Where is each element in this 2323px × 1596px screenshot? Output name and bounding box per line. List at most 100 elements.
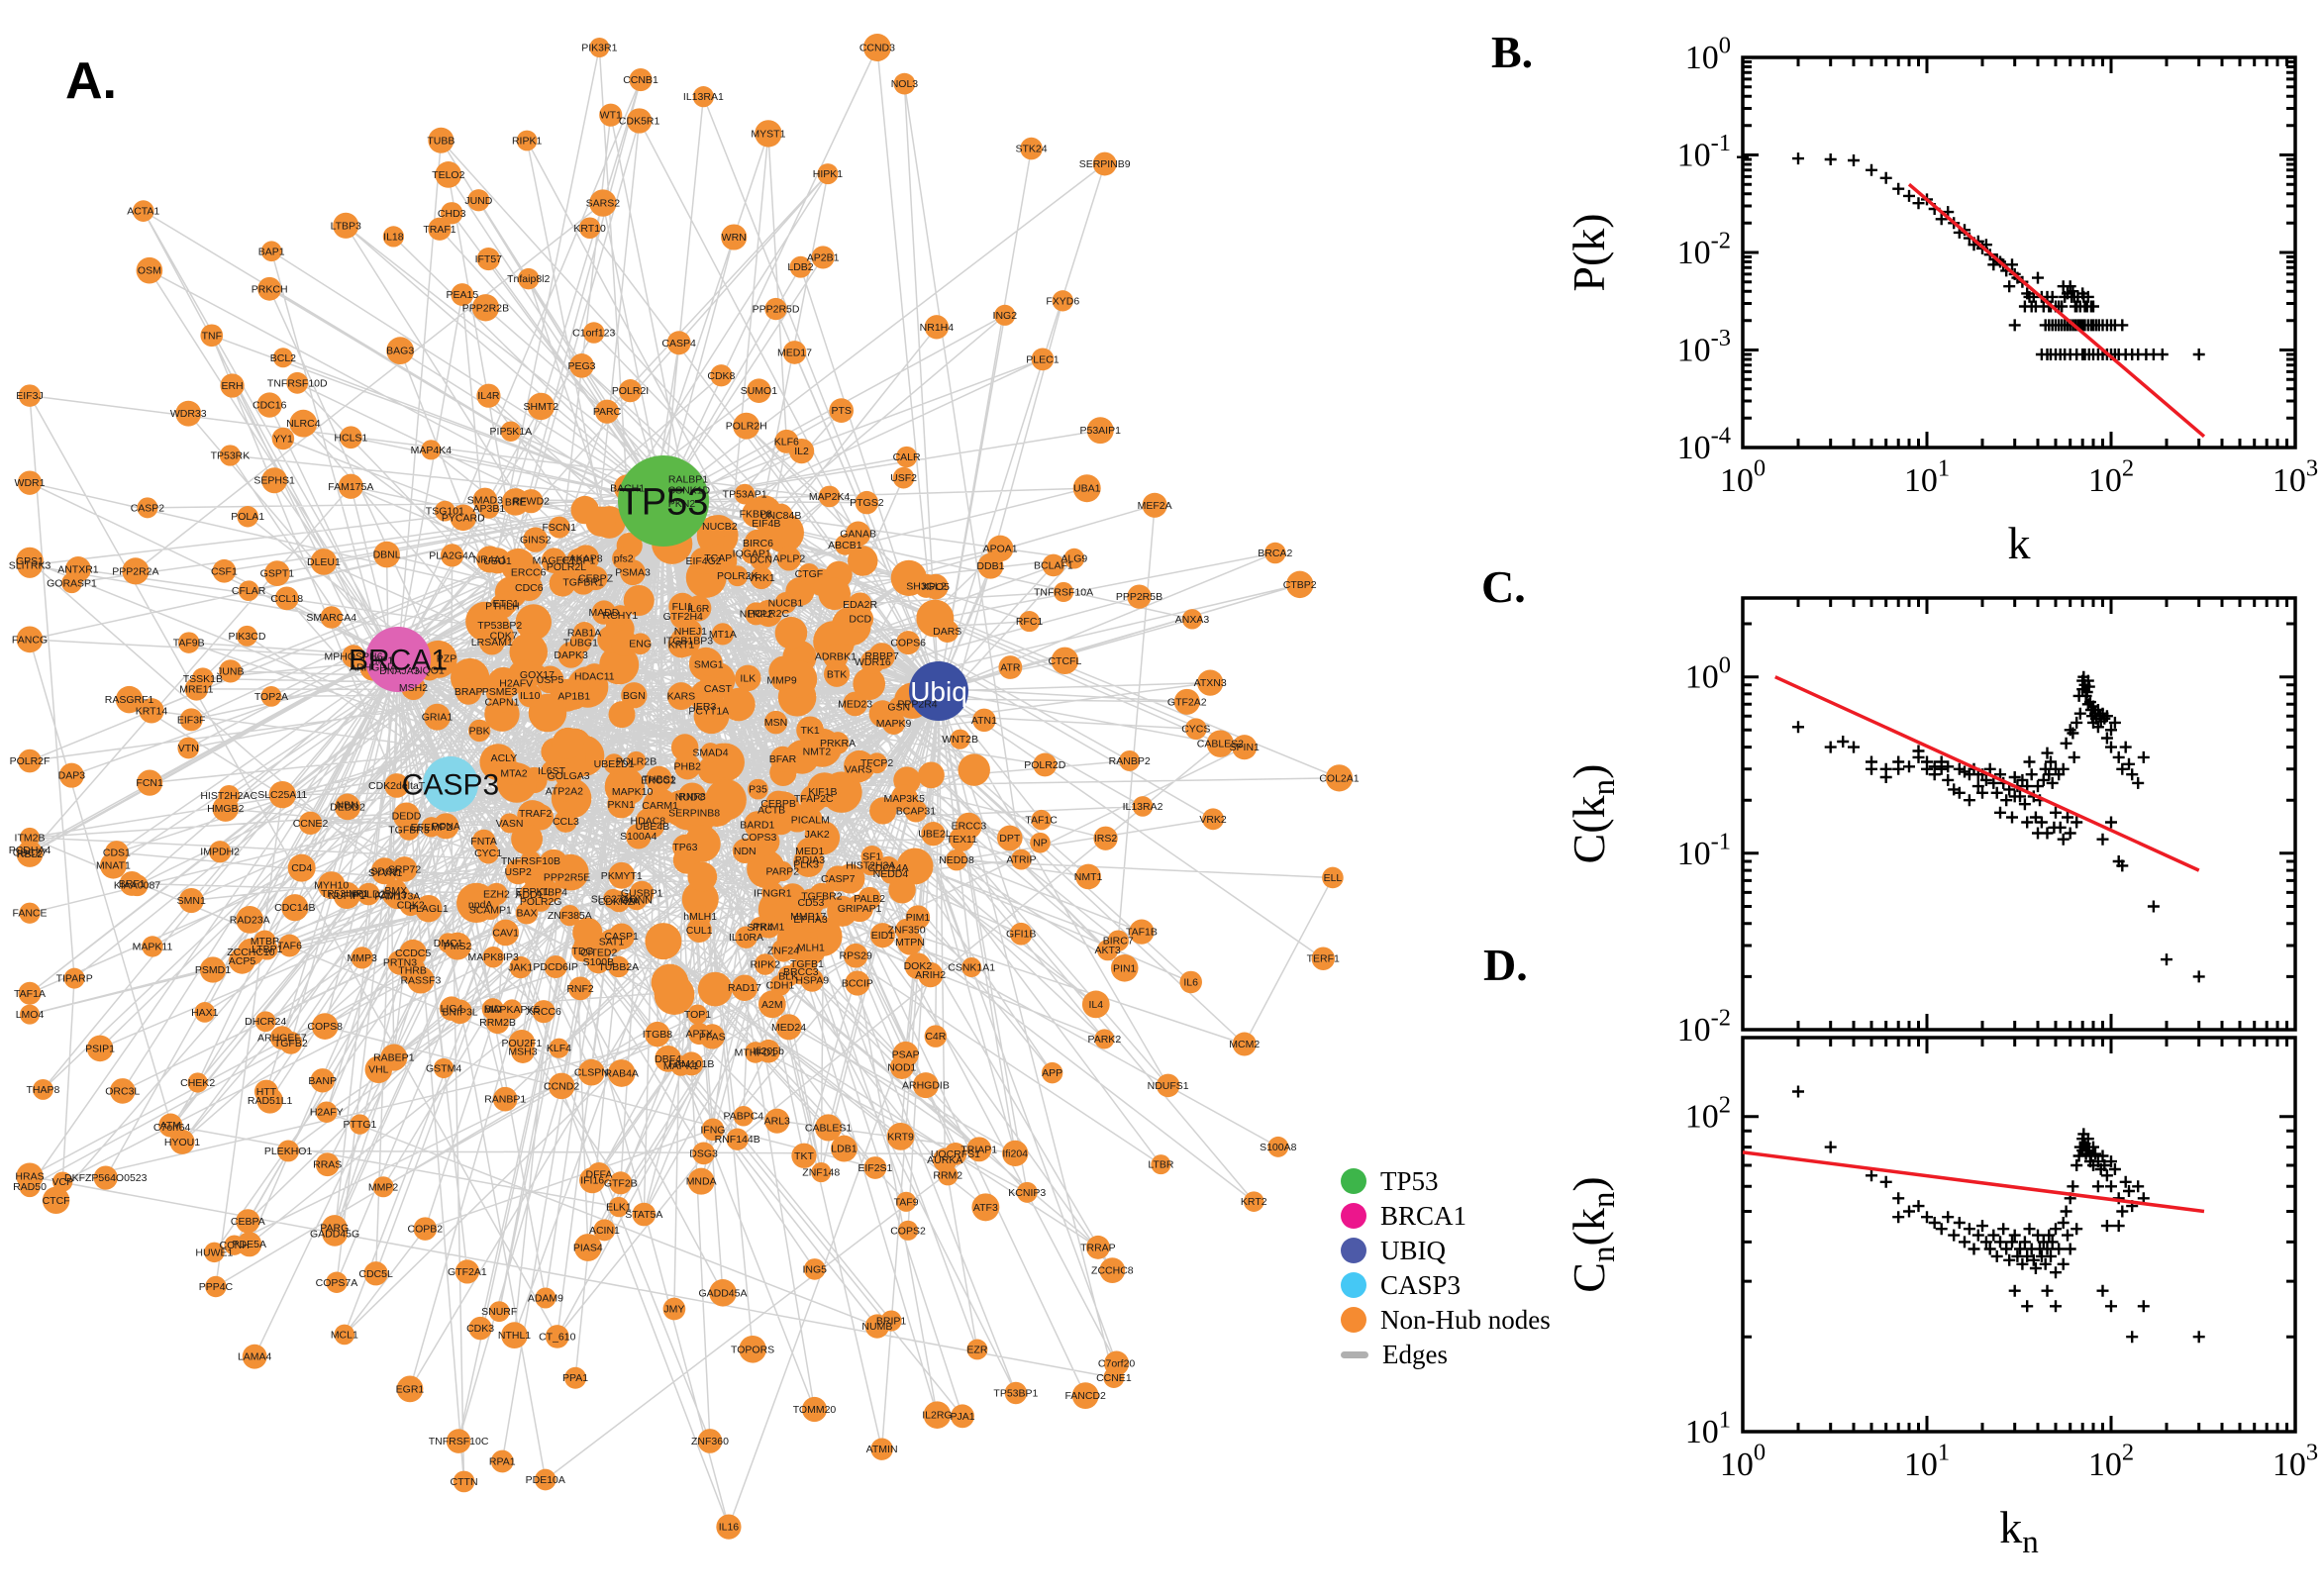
network-node-label: RAB1A	[567, 628, 601, 640]
network-node-label: FANCG	[12, 634, 48, 646]
network-node	[566, 548, 591, 573]
network-node-label: KRT10	[573, 223, 606, 235]
network-node-label: MLH1	[797, 942, 825, 953]
network-node	[485, 882, 508, 906]
network-node	[924, 1025, 948, 1047]
network-node-label: ADRBK1	[815, 651, 857, 663]
network-node-label: GUSBP1	[621, 888, 663, 900]
network-node	[169, 1129, 195, 1154]
y-tick-label: 101	[1685, 1407, 1731, 1450]
network-node-label: PDE10A	[526, 1474, 565, 1486]
network-node-label: LTBR	[1148, 1159, 1173, 1171]
network-node-label: CCL3	[553, 816, 579, 828]
network-node-label: DMC1	[434, 938, 463, 949]
network-node	[662, 1297, 686, 1321]
network-node-label: TP53INP1	[321, 888, 369, 900]
network-node-label: SDC2	[370, 865, 398, 877]
panel-d-label: D.	[1483, 940, 1528, 990]
network-node-label: CTGF	[795, 568, 824, 580]
network-node	[219, 445, 242, 466]
network-node-label: ATN1	[971, 715, 997, 727]
network-node	[492, 1086, 518, 1112]
network-node	[570, 569, 596, 595]
network-node-label: EIF2S1	[858, 1162, 892, 1174]
network-node-label: MAPK1	[663, 1060, 699, 1072]
network-node	[1243, 1191, 1264, 1212]
network-node-label: PARG	[320, 1223, 349, 1235]
network-node-label: MYH10	[314, 880, 349, 892]
network-node	[608, 861, 636, 889]
network-node-label: GRIPAP1	[838, 903, 882, 915]
network-node	[607, 790, 636, 819]
network-node	[1099, 1257, 1126, 1284]
network-node-label: PPP2R5D	[753, 304, 800, 316]
network-node-label: MED1	[795, 846, 824, 857]
network-node-label: DARS	[933, 626, 961, 638]
network-node	[774, 616, 808, 649]
network-node-label: IFT57	[475, 253, 503, 265]
network-node-label: PIM1	[906, 912, 931, 924]
network-node	[1072, 474, 1101, 503]
plot-frame	[1741, 1036, 2297, 1434]
network-node-label: KLF4	[547, 1043, 571, 1054]
network-node	[870, 1438, 893, 1460]
network-node-label: CDC5L	[358, 1268, 393, 1280]
network-node-label: NUFIP1	[329, 890, 366, 902]
network-node-label: PABPC4	[723, 1111, 763, 1123]
network-node-label: FNTA	[470, 836, 497, 848]
network-node-label: DAP3	[58, 770, 86, 782]
y-axis-label: P(k)	[1564, 213, 1614, 291]
network-node	[333, 212, 359, 239]
network-node	[17, 470, 43, 495]
network-node	[52, 1171, 73, 1192]
network-node-label: VHL	[368, 1064, 389, 1076]
network-node	[19, 1004, 41, 1025]
network-node	[1092, 151, 1117, 176]
network-node	[1232, 735, 1258, 760]
network-node-label: STK4	[747, 922, 772, 934]
network-node-label: FAM175A	[328, 481, 373, 493]
network-node-label: TAF1A	[14, 988, 46, 1000]
network-node	[191, 667, 214, 690]
network-node	[373, 541, 400, 568]
network-node	[18, 981, 42, 1005]
x-tick-label: 102	[2088, 1440, 2134, 1483]
network-node	[710, 364, 733, 387]
network-node-label: FXYD6	[1046, 295, 1079, 307]
network-node-label: A2M	[761, 999, 783, 1011]
network-node-label: CAPN1	[484, 697, 519, 709]
network-node	[518, 683, 543, 708]
network-node	[697, 1429, 723, 1453]
network-node-label: GRIA1	[422, 712, 454, 724]
network-node	[242, 1344, 267, 1369]
network-node	[374, 862, 396, 883]
network-node-label: HMGB2	[207, 803, 245, 815]
network-node	[823, 660, 851, 687]
network-node	[515, 901, 539, 925]
network-node	[19, 902, 41, 924]
network-node	[825, 865, 852, 892]
network-node-label: PEG3	[567, 360, 595, 372]
network-node-label: MEF2A	[1138, 500, 1172, 512]
network-node	[869, 923, 895, 948]
network-node-label: TUBB2A	[598, 961, 639, 973]
network-node-label: UBA1	[1073, 483, 1101, 495]
network-node-label: IL4	[1088, 999, 1103, 1011]
network-node	[279, 1031, 303, 1054]
network-node	[100, 851, 127, 879]
network-node	[769, 974, 791, 996]
network-node	[811, 246, 835, 269]
network-node	[1325, 764, 1354, 792]
network-node-label: RASSF3	[400, 974, 441, 986]
network-node-label: GADD45A	[698, 1287, 747, 1299]
network-node-label: CUL1	[686, 925, 713, 937]
network-node	[220, 373, 245, 398]
network-node-label: NUCB2	[702, 521, 738, 533]
network-node-label: CYCS	[1181, 724, 1210, 736]
network-node	[693, 695, 716, 718]
y-tick-label: 10-2	[1677, 1005, 1731, 1048]
network-node	[1009, 922, 1033, 946]
network-node	[998, 655, 1023, 679]
y-tick-label: 10-1	[1677, 130, 1731, 173]
